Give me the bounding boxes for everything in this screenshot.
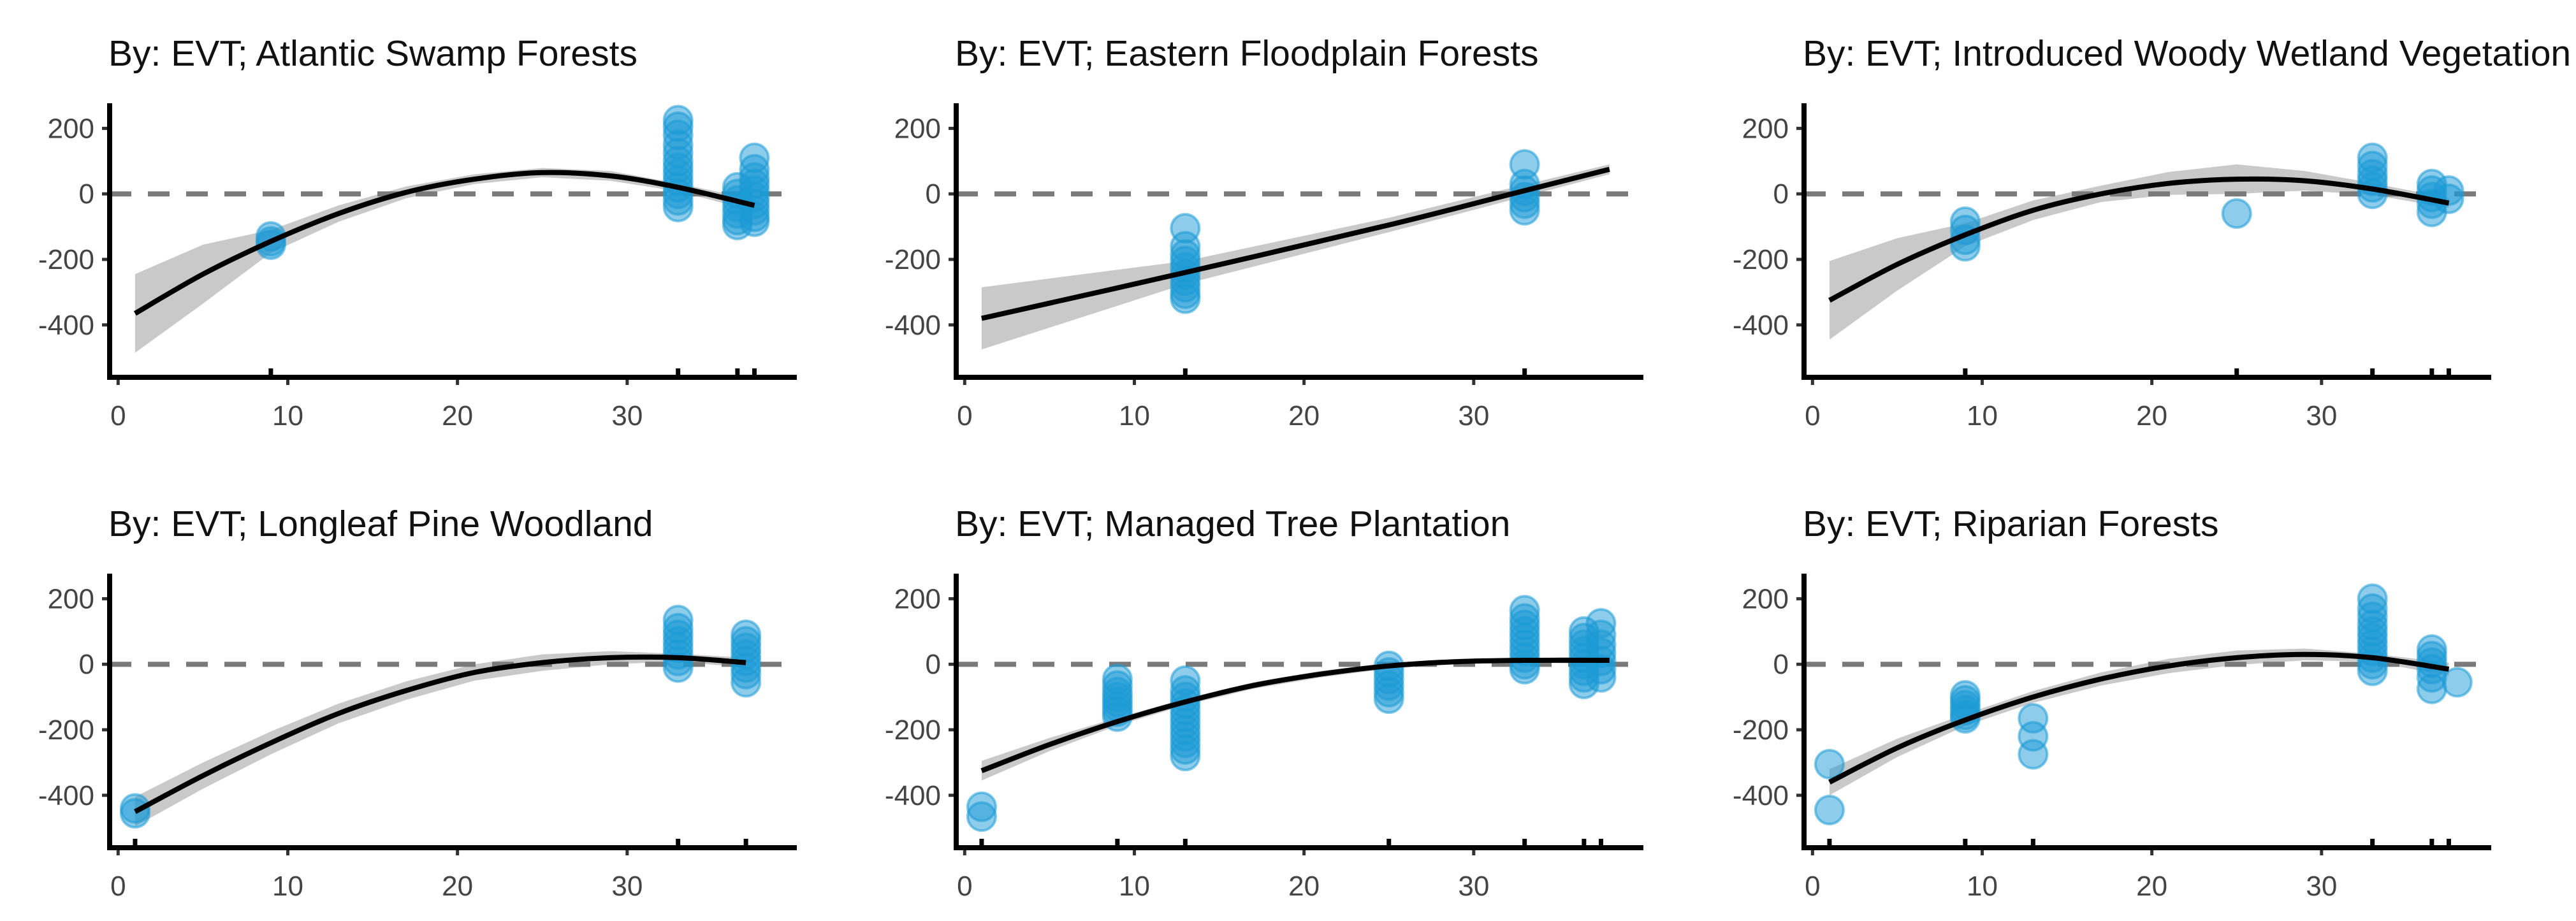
panel-title: By: EVT; Eastern Floodplain Forests [955,33,1539,74]
y-tick-label: 200 [1742,113,1789,144]
x-tick-label: 20 [1288,400,1320,431]
data-point [731,667,762,698]
axis-lines [954,574,1643,850]
y-tick-label: -400 [38,780,94,811]
x-tick-label: 10 [272,400,303,431]
panel-grid: By: EVT; Atlantic Swamp Forests2000-200-… [38,33,2571,902]
y-tick-label: -400 [885,780,941,811]
axis-lines [954,103,1643,380]
x-tick-label: 0 [957,871,972,902]
data-point [662,191,694,222]
data-point [2221,198,2252,229]
data-point [1814,748,1845,780]
x-tick-label: 10 [1967,871,1998,902]
x-tick-label: 30 [1458,400,1489,431]
data-point [2018,739,2049,770]
data-point [1170,283,1201,314]
data-point [1373,683,1404,714]
data-point [966,801,997,832]
panel-title: By: EVT; Atlantic Swamp Forests [108,33,637,74]
x-tick-label: 10 [1967,400,1998,431]
data-point [1170,741,1201,772]
fitted-curve [981,166,1610,321]
y-tick-label: 200 [1742,583,1789,614]
x-tick-label: 0 [110,400,126,431]
fitted-curve [133,170,755,316]
y-tick-label: 0 [79,178,94,210]
x-tick-label: 30 [611,871,643,902]
y-tick-label: 0 [926,178,941,210]
confidence-band [135,651,746,827]
axis-lines [107,103,797,380]
data-point [1814,794,1845,825]
axis-lines [1801,574,2491,850]
axis-lines [107,574,797,850]
panel-title: By: EVT; Longleaf Pine Woodland [108,504,653,544]
panel-title: By: EVT; Riparian Forests [1803,504,2219,544]
data-point [2416,673,2447,704]
axis-lines [1801,103,2491,380]
panel-5: By: EVT; Managed Tree Plantation2000-200… [885,504,1643,902]
panel-title: By: EVT; Introduced Woody Wetland Vegeta… [1803,33,2571,74]
x-tick-label: 10 [1119,400,1150,431]
y-tick-label: 0 [926,649,941,680]
x-tick-label: 20 [2136,871,2167,902]
fitted-curve [1828,176,2450,303]
x-tick-label: 30 [1458,871,1489,902]
panel-4: By: EVT; Longleaf Pine Woodland2000-200-… [38,504,797,902]
y-tick-label: 200 [48,113,94,144]
x-tick-label: 0 [1805,400,1820,431]
y-tick-label: -200 [1733,714,1789,746]
y-tick-label: -400 [1733,310,1789,341]
x-tick-label: 30 [611,400,643,431]
x-tick-label: 30 [2306,400,2337,431]
data-point [1509,194,1540,226]
y-tick-label: 0 [79,649,94,680]
x-tick-label: 20 [1288,871,1320,902]
y-tick-label: 0 [1773,178,1789,210]
data-point [739,206,770,237]
y-tick-label: 200 [48,583,94,614]
data-point [2441,667,2473,698]
panel-2: By: EVT; Eastern Floodplain Forests2000-… [885,33,1643,431]
panel-1: By: EVT; Atlantic Swamp Forests2000-200-… [38,33,797,431]
x-tick-label: 30 [2306,871,2337,902]
y-tick-label: -400 [38,310,94,341]
y-tick-label: -200 [1733,244,1789,275]
data-point [119,798,150,829]
x-tick-label: 10 [1119,871,1150,902]
data-point [2357,178,2388,210]
y-tick-label: 0 [1773,649,1789,680]
fitted-curve [134,654,746,815]
y-tick-label: 200 [894,583,941,614]
x-tick-label: 20 [442,871,473,902]
data-point [1585,662,1617,693]
x-tick-label: 0 [110,871,126,902]
y-tick-label: 200 [894,113,941,144]
panel-6: By: EVT; Riparian Forests 200 0 -200 -400 0 10… [1733,504,2491,902]
fitted-curve [1828,651,2450,785]
y-tick-label: -200 [885,714,941,746]
panel-3: By: EVT; Introduced Woody Wetland Vegeta… [1733,33,2571,431]
y-tick-label: -200 [38,244,94,275]
x-tick-label: 0 [1805,871,1820,902]
y-tick-label: -400 [885,310,941,341]
fitted-curve [980,657,1610,773]
y-tick-label: -200 [38,714,94,746]
y-tick-label: -400 [1733,780,1789,811]
panel-title: By: EVT; Managed Tree Plantation [955,504,1510,544]
x-tick-label: 0 [957,400,972,431]
x-tick-label: 20 [2136,400,2167,431]
confidence-band [981,656,1610,781]
y-tick-label: -200 [885,244,941,275]
x-tick-label: 10 [272,871,303,902]
x-tick-label: 20 [442,400,473,431]
